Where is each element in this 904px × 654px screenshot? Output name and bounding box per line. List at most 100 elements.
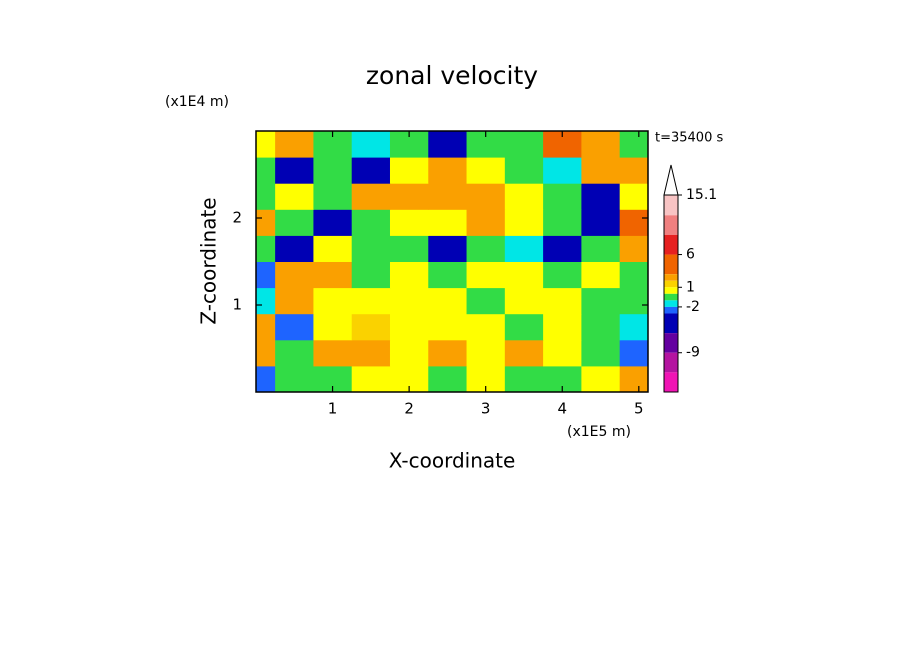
colorbar-tick-label: -9: [686, 345, 700, 361]
colorbar-segment: [664, 313, 678, 334]
y-axis-label: Z-coordinate: [197, 197, 221, 324]
contour-cell: [504, 261, 544, 289]
colorbar-segment: [664, 287, 678, 294]
contour-cell: [428, 209, 468, 236]
contour-cell: [428, 261, 468, 289]
contour-cell: [543, 157, 582, 184]
colorbar-segment: [664, 333, 678, 353]
contour-cell: [256, 365, 276, 393]
contour-cell: [504, 339, 544, 367]
contour-cell: [504, 183, 544, 210]
contour-cell: [543, 339, 582, 367]
contour-cell: [275, 261, 314, 289]
contour-cell: [275, 183, 314, 210]
colorbar-segment: [664, 280, 678, 288]
contour-cell: [389, 157, 429, 184]
contour-cell: [428, 339, 468, 367]
contour-cell: [581, 209, 621, 236]
colorbar-segment: [664, 293, 678, 301]
contour-cell: [581, 339, 621, 367]
contour-cell: [543, 313, 582, 341]
contour-cell: [619, 157, 649, 184]
contour-cell: [256, 339, 276, 367]
contour-cell: [619, 131, 649, 158]
contour-cell: [581, 287, 621, 315]
x-tick-label: 5: [634, 400, 644, 418]
contour-cell: [619, 235, 649, 262]
x-tick-label: 4: [557, 400, 567, 418]
colorbar-arrow: [663, 164, 679, 196]
contour-cell: [275, 131, 314, 158]
contour-cell: [351, 339, 391, 367]
colorbar-segment: [664, 215, 678, 235]
chart-title: zonal velocity: [366, 61, 538, 90]
colorbar-segment: [664, 352, 678, 373]
contour-cell: [351, 157, 391, 184]
contour-cell: [428, 131, 468, 158]
contour-cell: [581, 261, 621, 289]
y-tick-label: 1: [232, 296, 242, 314]
contour-cell: [543, 287, 582, 315]
contour-cell: [256, 287, 276, 315]
contour-cell: [428, 287, 468, 315]
contour-cell: [389, 209, 429, 236]
contour-cell: [351, 313, 391, 341]
contour-cell: [543, 183, 582, 210]
contour-cell: [581, 235, 621, 262]
colorbar-segment: [664, 195, 678, 216]
contour-cell: [428, 313, 468, 341]
contour-cell: [389, 287, 429, 315]
contour-cell: [504, 313, 544, 341]
colorbar-segment: [664, 306, 678, 314]
contour-cell: [275, 313, 314, 341]
contour-cell: [351, 287, 391, 315]
contour-cell: [466, 209, 506, 236]
x-tick-label: 1: [328, 400, 338, 418]
contour-cell: [275, 287, 314, 315]
contour-cell: [256, 261, 276, 289]
colorbar-segment: [664, 274, 678, 281]
contour-cell: [389, 313, 429, 341]
contour-cell: [504, 287, 544, 315]
contour-cell: [466, 313, 506, 341]
contour-cell: [313, 313, 353, 341]
contour-cell: [581, 131, 621, 158]
y-tick-label: 2: [232, 209, 242, 227]
contour-cell: [275, 157, 314, 184]
contour-cell: [619, 313, 649, 341]
contour-field: [256, 131, 649, 393]
contour-cell: [504, 131, 544, 158]
contour-cell: [428, 157, 468, 184]
contour-cell: [256, 209, 276, 236]
axes: 1 2 3 4 5 1 2: [232, 130, 649, 418]
colorbar-frame: [663, 194, 679, 393]
contour-cell: [275, 365, 314, 393]
contour-cell: [619, 365, 649, 393]
contour-cell: [581, 313, 621, 341]
contour-cell: [389, 261, 429, 289]
contour-cell: [581, 183, 621, 210]
x-unit-label: (x1E5 m): [567, 424, 631, 440]
contour-cell: [389, 235, 429, 262]
colorbar-tick-label: 1: [686, 279, 695, 295]
contour-cell: [466, 235, 506, 262]
contour-cell: [466, 183, 506, 210]
contour-cell: [428, 183, 468, 210]
contour-cell: [351, 261, 391, 289]
contour-cell: [428, 235, 468, 262]
contour-cell: [351, 131, 391, 158]
contour-cell: [619, 261, 649, 289]
colorbar-segment: [664, 234, 678, 255]
contour-cell: [256, 313, 276, 341]
contour-cell: [256, 157, 276, 184]
contour-cell: [504, 157, 544, 184]
colorbar-tick-label: 6: [686, 247, 695, 263]
contour-cell: [504, 365, 544, 393]
time-annotation: t=35400 s: [655, 131, 723, 146]
contour-cell: [313, 339, 353, 367]
contour-cell: [275, 339, 314, 367]
contour-cell: [504, 235, 544, 262]
contour-cell: [428, 365, 468, 393]
contour-cell: [619, 339, 649, 367]
